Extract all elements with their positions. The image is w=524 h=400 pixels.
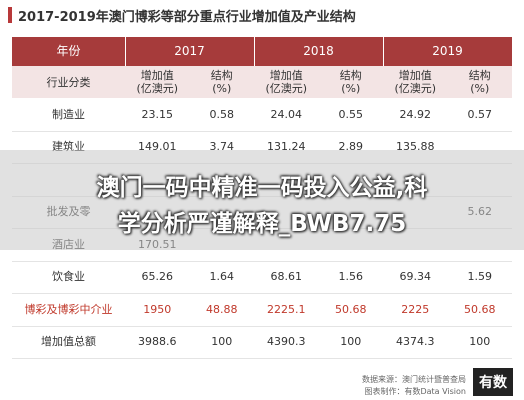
cell-value: 149.01 xyxy=(138,140,177,154)
cell-value: 3.74 xyxy=(209,140,235,154)
subheader: 结构 (%) xyxy=(447,66,512,98)
row-divider xyxy=(12,293,512,294)
subheader: 增加值 (亿澳元) xyxy=(254,66,319,98)
cell-value: 2225.1 xyxy=(267,302,306,316)
subheader-line: (%) xyxy=(470,82,490,95)
subheader: 增加值 (亿澳元) xyxy=(383,66,448,98)
cell-value: 4374.3 xyxy=(396,335,435,349)
row-divider xyxy=(12,358,512,359)
cell-value: 24.04 xyxy=(270,107,303,121)
footer-maker: 图表制作：有数Data Vision xyxy=(364,387,466,396)
year-header: 2017 xyxy=(125,37,254,66)
overlay-band xyxy=(0,150,524,250)
cell-value: 1.59 xyxy=(467,270,493,284)
subheader-line: (%) xyxy=(212,82,232,95)
subheader-line: (%) xyxy=(341,82,361,95)
year-header: 2018 xyxy=(254,37,383,66)
cell-value: 2.89 xyxy=(338,140,364,154)
subheader: 增加值 (亿澳元) xyxy=(125,66,190,98)
subheader-line: 结构 xyxy=(468,69,491,82)
subheader-line: (亿澳元) xyxy=(265,82,308,95)
row-label: 制造业 xyxy=(52,107,85,121)
cell-value: 50.68 xyxy=(335,302,367,316)
cell-value: 48.88 xyxy=(206,302,238,316)
row-divider xyxy=(12,325,512,327)
row-divider xyxy=(12,260,512,262)
title: 2017-2019年澳门博彩等部分重点行业增加值及产业结构 xyxy=(18,10,356,25)
cell-value: 0.57 xyxy=(467,107,493,121)
cell-value: 4390.3 xyxy=(267,335,306,349)
subheader-line: 结构 xyxy=(210,69,233,82)
overlay-text: 学分析严谨解释_BWB7.75 xyxy=(117,211,407,237)
column-divider xyxy=(125,37,126,66)
cell-value: 23.15 xyxy=(141,107,174,121)
cell-value: 1.64 xyxy=(209,270,235,284)
subheader-line: 增加值 xyxy=(269,69,303,82)
column-divider xyxy=(383,37,384,66)
cell-value: 100 xyxy=(340,335,362,349)
row-divider xyxy=(12,130,512,132)
row-label: 增加值总额 xyxy=(41,335,96,349)
logo: 有数 xyxy=(473,368,513,396)
cell-value: 50.68 xyxy=(464,302,496,316)
row-label: 饮食业 xyxy=(52,270,85,284)
row-label: 建筑业 xyxy=(52,140,85,154)
cell-value: 0.58 xyxy=(209,107,235,121)
subheader: 结构 (%) xyxy=(318,66,383,98)
cell-value: 65.26 xyxy=(141,270,174,284)
subheader-line: 增加值 xyxy=(140,69,174,82)
subheader: 结构 (%) xyxy=(189,66,254,98)
cell-value: 2225 xyxy=(401,302,430,316)
cell-value: 135.88 xyxy=(396,140,435,154)
title-marker xyxy=(8,7,12,23)
cell-value: 0.55 xyxy=(338,107,364,121)
overlay-text: 澳门一码中精准一码投入公益,科 xyxy=(96,175,428,201)
subheader-line: 增加值 xyxy=(398,69,432,82)
year-header: 2019 xyxy=(383,37,512,66)
column-divider xyxy=(254,37,255,66)
cell-value: 3988.6 xyxy=(138,335,177,349)
cell-value: 68.61 xyxy=(270,270,303,284)
footer-source: 数据来源：澳门统计暨普查局 xyxy=(362,375,466,384)
subheader-line: 行业分类 xyxy=(46,75,91,89)
cell-value: 24.92 xyxy=(399,107,432,121)
subheader: 行业分类 xyxy=(12,66,125,98)
cell-value: 100 xyxy=(469,335,491,349)
row-label: 博彩及博彩中介业 xyxy=(24,302,113,316)
cell-value: 1950 xyxy=(143,302,172,316)
cell-value: 100 xyxy=(211,335,233,349)
cell-value: 131.24 xyxy=(267,140,306,154)
subheader-line: (亿澳元) xyxy=(136,82,179,95)
year-header: 年份 xyxy=(12,37,125,66)
cell-value: 69.34 xyxy=(399,270,432,284)
subheader-line: 结构 xyxy=(339,69,362,82)
cell-value: 1.56 xyxy=(338,270,364,284)
subheader-line: (亿澳元) xyxy=(394,82,437,95)
